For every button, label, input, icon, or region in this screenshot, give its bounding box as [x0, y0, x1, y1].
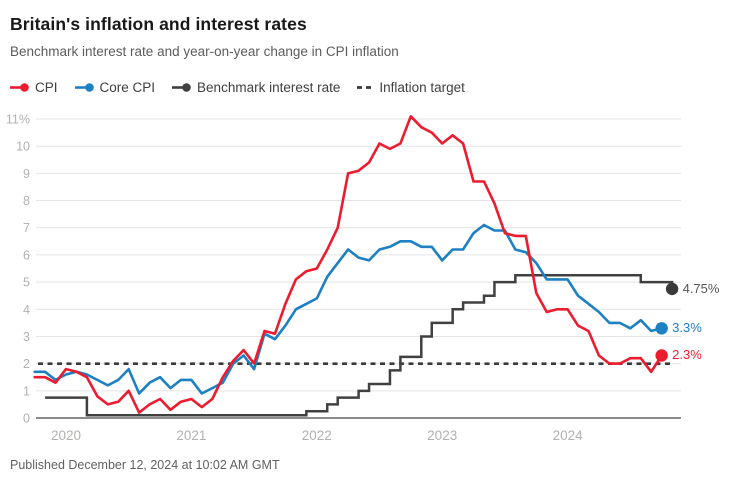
legend-item-benchmark-rate: Benchmark interest rate	[172, 80, 340, 95]
legend-label-benchmark-rate: Benchmark interest rate	[197, 80, 341, 95]
svg-text:2021: 2021	[176, 428, 206, 443]
svg-text:0: 0	[23, 412, 30, 426]
svg-text:3: 3	[23, 330, 30, 344]
legend: CPI Core CPI Benchmark interest rate Inf…	[0, 80, 735, 95]
end-label-cpi: 2.3%	[672, 347, 702, 363]
inflation-target-dashed-marker-icon	[357, 86, 373, 89]
legend-label-cpi: CPI	[35, 80, 58, 95]
cpi-line-dot-marker-icon	[10, 83, 29, 92]
legend-item-cpi: CPI	[10, 80, 58, 95]
legend-item-inflation-target: Inflation target	[357, 80, 465, 95]
end-label-benchmark-rate: 4.75%	[682, 280, 720, 296]
svg-text:2024: 2024	[553, 428, 584, 443]
benchmark-rate-line-dot-marker-icon	[172, 83, 191, 92]
svg-text:7: 7	[23, 221, 30, 235]
legend-label-inflation-target: Inflation target	[379, 80, 465, 95]
svg-text:10: 10	[16, 140, 30, 154]
chart-subtitle: Benchmark interest rate and year-on-year…	[10, 44, 399, 59]
legend-label-core-cpi: Core CPI	[99, 80, 156, 95]
chart-area: 0 1 2 3 4 5 6 7 8 9 10 11% 2020 2021 2022 2023 2024 4.75…	[0, 100, 735, 452]
svg-text:8: 8	[23, 194, 30, 208]
svg-text:2022: 2022	[302, 428, 332, 443]
svg-text:4: 4	[23, 303, 30, 317]
svg-text:1: 1	[23, 384, 30, 398]
legend-item-core-cpi: Core CPI	[74, 80, 156, 95]
chart-title: Britain's inflation and interest rates	[10, 14, 307, 34]
svg-text:9: 9	[23, 167, 30, 181]
svg-text:2023: 2023	[427, 428, 457, 443]
svg-text:6: 6	[23, 248, 30, 262]
core-cpi-line-dot-marker-icon	[74, 83, 94, 92]
svg-text:5: 5	[23, 276, 30, 290]
svg-text:2: 2	[23, 357, 30, 371]
line-chart-svg: 0 1 2 3 4 5 6 7 8 9 10 11% 2020 2021 2022 2023 2024	[6, 113, 681, 443]
end-label-core-cpi: 3.3%	[672, 320, 702, 336]
svg-text:2020: 2020	[51, 428, 81, 443]
published-timestamp: Published December 12, 2024 at 10:02 AM …	[10, 458, 280, 472]
svg-text:11%: 11%	[6, 113, 30, 127]
